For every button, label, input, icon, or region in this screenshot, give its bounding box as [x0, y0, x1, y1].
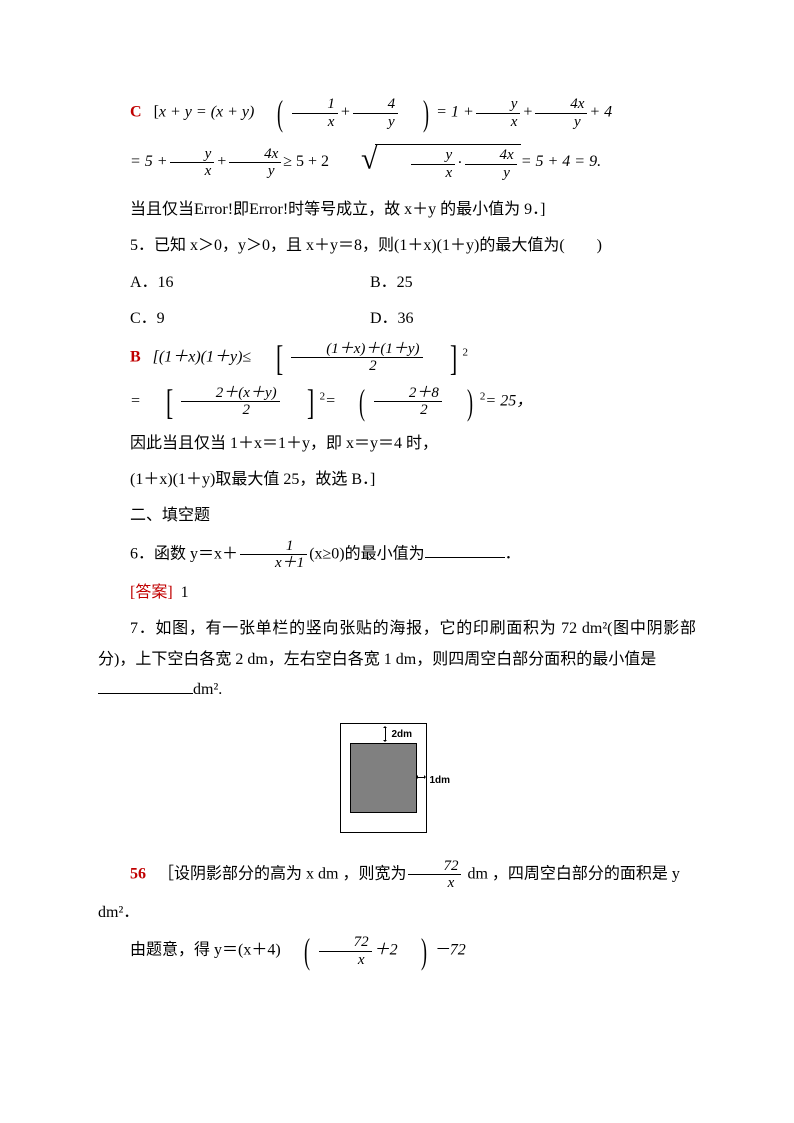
solution-b-line3: 因此当且仅当 1＋x＝1＋y，即 x＝y＝4 时，	[98, 429, 696, 459]
answer-letter-b: B	[130, 348, 141, 365]
q6-stem: 6．函数 y＝x＋1x＋1(x≥0)的最小值为．	[98, 538, 696, 572]
q5-opt-c: C．9	[98, 304, 338, 334]
q5-opt-d: D．36	[338, 304, 414, 334]
q7-stem: 7．如图，有一张单栏的竖向张贴的海报，它的印刷面积为 72 dm²(图中阴影部分…	[98, 614, 696, 705]
q5-opt-a: A．16	[98, 268, 338, 298]
solution-56-line2: dm²．	[98, 898, 696, 928]
solution-56-line3: 由题意，得 y＝(x＋4)(72x＋2)－72	[98, 934, 696, 968]
solution-c-line1: C [x + y = (x + y)(1x+4y)= 1 +yx+4xy+ 4	[98, 96, 696, 130]
section-2-heading: 二、填空题	[98, 501, 696, 531]
answer-56: 56	[130, 865, 146, 882]
answer-letter-c: C	[130, 104, 142, 121]
answer-label: [答案]	[130, 584, 173, 601]
poster-label-2dm: 2dm	[392, 725, 413, 744]
page-content: C [x + y = (x + y)(1x+4y)= 1 +yx+4xy+ 4 …	[0, 0, 794, 1034]
solution-c-line2: = 5 +yx+4xy≥ 5 + 2√yx·4xy= 5 + 4 = 9.	[98, 144, 696, 181]
solution-b-line2: =[2＋(x＋y)2]2=(2＋82)2= 25，	[98, 385, 696, 419]
solution-b-line4: (1＋x)(1＋y)取最大值 25，故选 B．]	[98, 465, 696, 495]
solution-c-line3: 当且仅当Error!即Error!时等号成立，故 x＋y 的最小值为 9．]	[98, 195, 696, 225]
solution-b-line1: B [(1＋x)(1＋y)≤[(1＋x)＋(1＋y)2]2	[98, 341, 696, 375]
q5-stem: 5．已知 x＞0，y＞0，且 x＋y＝8，则(1＋x)(1＋y)的最大值为( )	[98, 231, 696, 261]
q5-options-row1: A．16 B．25	[98, 268, 696, 298]
q6-blank	[425, 541, 505, 558]
q7-blank	[98, 677, 193, 694]
poster-figure: 2dm 1dm	[98, 713, 696, 849]
solution-56-line1: 56 ［设阴影部分的高为 x dm ，则宽为72x dm ，四周空白部分的面积是…	[98, 858, 696, 892]
answer-6: [答案] 1	[98, 578, 696, 608]
arrow-horizontal-icon	[417, 777, 425, 778]
q5-opt-b: B．25	[338, 268, 413, 298]
q5-options-row2: C．9 D．36	[98, 304, 696, 334]
poster-inner-rect	[350, 743, 417, 813]
arrow-vertical-icon	[385, 727, 386, 741]
poster-label-1dm: 1dm	[430, 771, 451, 790]
